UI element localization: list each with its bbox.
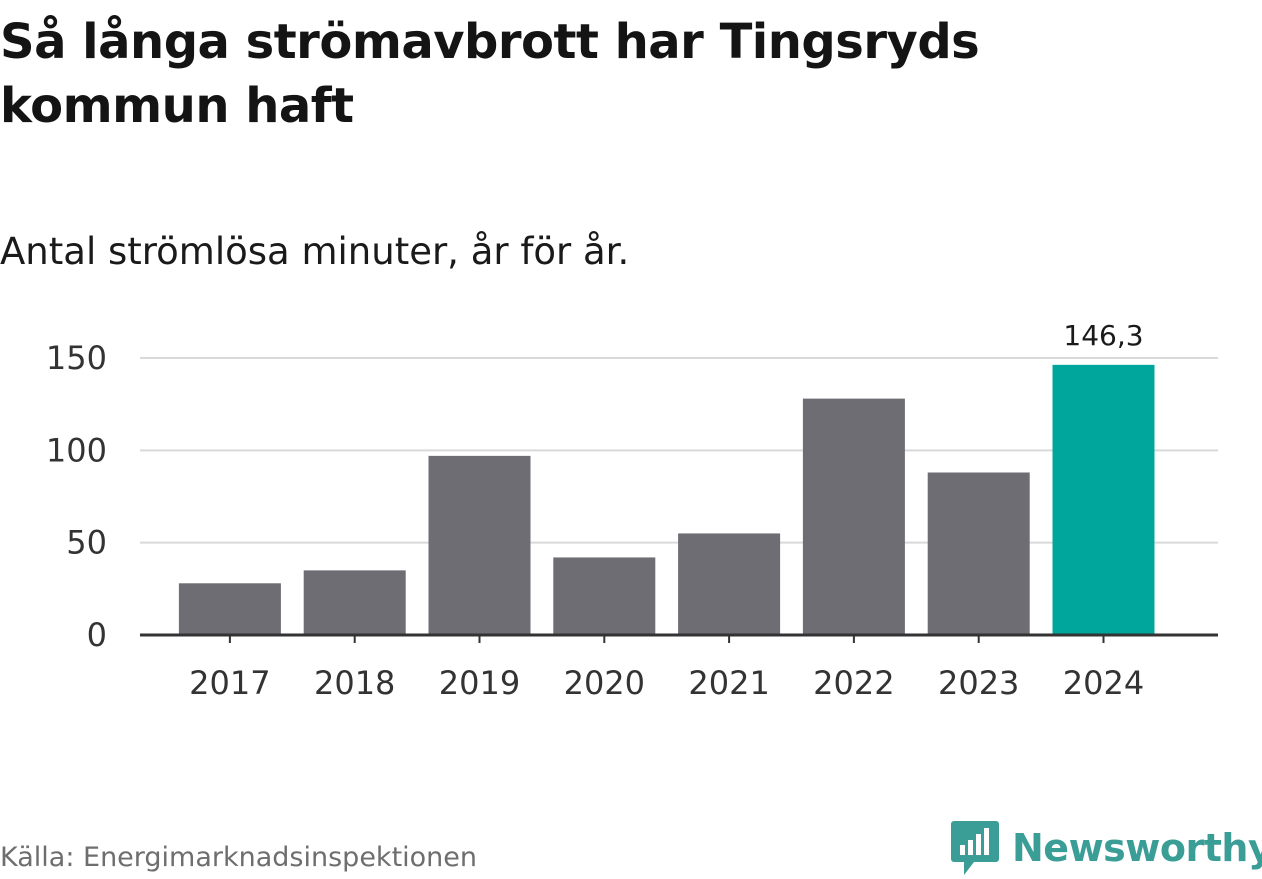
y-tick-label: 150 [46,339,107,377]
axes [140,633,1218,643]
chart-subtitle: Antal strömlösa minuter, år för år. [0,230,630,273]
chart-title: Så långa strömavbrott har Tingsryds komm… [0,14,980,134]
brand-name: Newsworthy [1012,826,1262,870]
bar-2021 [678,533,781,635]
x-tick-label: 2019 [439,664,520,702]
bar-2019 [428,455,531,635]
bar-2022 [802,398,905,635]
bar-2017 [178,583,281,635]
y-tick-label: 100 [46,431,107,469]
y-tick-label: 0 [87,616,107,654]
source-note: Källa: Energimarknadsinspektionen [0,842,478,873]
newsworthy-logo-icon [951,821,999,875]
bars [178,364,1155,635]
data-label: 146,3 [1063,319,1143,352]
bar-2020 [553,557,656,635]
x-tick-label: 2024 [1063,664,1144,702]
brand-logo[interactable]: Newsworthy [950,818,1262,878]
bar-chart: 0 50 100 150 2017 2018 2019 2020 2021 2022 2023 202… [46,319,1218,702]
x-tick-label: 2020 [564,664,645,702]
x-tick-label: 2022 [813,664,894,702]
x-tick-label: 2021 [688,664,769,702]
bar-2024 [1052,364,1155,635]
x-tick-label: 2018 [314,664,395,702]
x-tick-label: 2023 [938,664,1019,702]
bar-2018 [303,570,406,635]
y-tick-label: 50 [66,524,107,562]
bar-2023 [927,472,1030,635]
labels: 0 50 100 150 2017 2018 2019 2020 2021 2022 2023 202… [46,319,1144,702]
x-tick-label: 2017 [189,664,270,702]
